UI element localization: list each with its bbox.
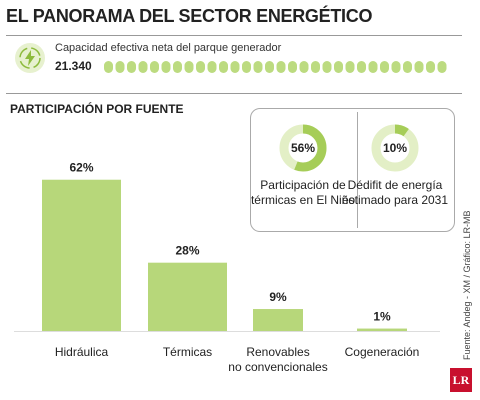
pill bbox=[288, 61, 297, 73]
pill bbox=[322, 61, 332, 73]
value-label: 62% bbox=[69, 161, 93, 175]
divider bbox=[357, 112, 358, 228]
pill bbox=[207, 61, 217, 73]
section-title: PARTICIPACIÓN POR FUENTE bbox=[10, 102, 184, 116]
pill bbox=[276, 61, 286, 73]
bar bbox=[253, 309, 303, 331]
donut-label: Dédifit de energía estimado para 2031 bbox=[341, 178, 449, 207]
pill bbox=[265, 61, 274, 73]
indicator-box bbox=[250, 108, 455, 232]
pill bbox=[403, 61, 412, 73]
rule bbox=[6, 93, 462, 94]
donut-arc bbox=[279, 124, 327, 172]
energy-icon bbox=[15, 43, 45, 73]
pill bbox=[242, 61, 251, 73]
pill bbox=[357, 61, 366, 73]
logo: LR bbox=[450, 368, 472, 392]
bar bbox=[42, 179, 121, 331]
pill bbox=[414, 61, 424, 73]
source: Fuente: Andeg - XM / Gráfico: LR-MB bbox=[462, 210, 472, 360]
pill bbox=[426, 61, 435, 73]
title: EL PANORAMA DEL SECTOR ENERGÉTICO bbox=[6, 6, 373, 26]
bar bbox=[357, 328, 407, 331]
capacity-value: 21.340 bbox=[55, 59, 92, 73]
bar bbox=[148, 262, 227, 331]
pill bbox=[115, 61, 125, 73]
category-label: Térmicas bbox=[162, 345, 213, 359]
pill bbox=[196, 61, 205, 73]
pill bbox=[368, 61, 378, 73]
value-label: 1% bbox=[373, 310, 391, 324]
pill bbox=[380, 61, 389, 73]
pill bbox=[219, 61, 228, 73]
pill bbox=[161, 61, 171, 73]
rule bbox=[6, 35, 462, 36]
category-label: Renovables no convencionales bbox=[228, 345, 328, 374]
donut-label: Participación de térmicas en El Niño bbox=[250, 178, 356, 207]
capacity-label: Capacidad efectiva neta del parque gener… bbox=[55, 42, 282, 54]
pill bbox=[299, 61, 309, 73]
pill bbox=[138, 61, 148, 73]
category-label: Cogeneración bbox=[344, 345, 420, 359]
pill bbox=[127, 61, 136, 73]
donut-value: 10% bbox=[383, 141, 407, 155]
pill bbox=[334, 61, 343, 73]
pill bbox=[391, 61, 401, 73]
pill bbox=[230, 61, 240, 73]
category-label: Hidráulica bbox=[54, 345, 109, 359]
value-label: 9% bbox=[269, 290, 287, 304]
capacity-pills bbox=[104, 61, 447, 73]
donut-arc bbox=[371, 124, 419, 172]
pill bbox=[253, 61, 263, 73]
value-label: 28% bbox=[175, 244, 199, 258]
pill bbox=[150, 61, 159, 73]
pill bbox=[173, 61, 182, 73]
pill bbox=[437, 61, 447, 73]
pill bbox=[184, 61, 194, 73]
pill bbox=[104, 61, 113, 73]
donut-value: 56% bbox=[291, 141, 315, 155]
pill bbox=[311, 61, 320, 73]
pill bbox=[345, 61, 355, 73]
